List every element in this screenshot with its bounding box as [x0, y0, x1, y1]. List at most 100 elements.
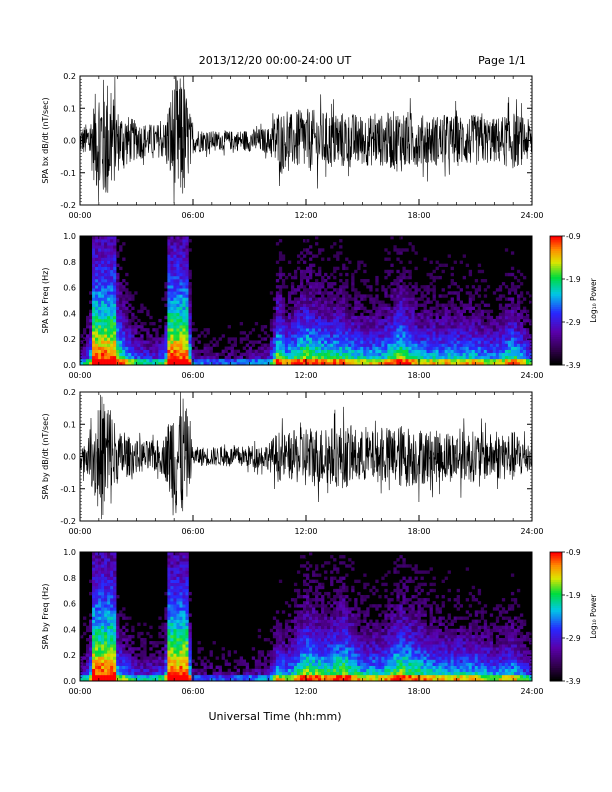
spectrogram-cell: [293, 328, 298, 332]
spectrogram-cell: [354, 352, 358, 357]
spectrogram-cell: [423, 349, 427, 354]
spectrogram-cell: [179, 266, 183, 271]
spectrogram-cell: [321, 337, 325, 341]
spectrogram-cell: [140, 662, 144, 666]
spectrogram-cell: [387, 331, 391, 335]
spectrogram-cell: [185, 303, 189, 307]
spectrogram-cell: [116, 309, 120, 314]
spectrogram-cell: [140, 656, 144, 660]
spectrogram-cell: [306, 343, 310, 347]
spectrogram-cell: [104, 595, 108, 599]
spectrogram-cell: [179, 260, 183, 264]
spectrogram-cell: [381, 340, 385, 344]
spectrogram-cell: [170, 644, 174, 648]
spectrogram-cell: [92, 634, 96, 639]
spectrogram-cell: [119, 312, 123, 317]
spectrogram-cell: [188, 248, 192, 252]
spectrogram-cell: [125, 659, 129, 663]
spectrogram-cell: [510, 272, 515, 277]
spectrogram-cell: [405, 343, 409, 347]
spectrogram-cell: [137, 325, 141, 329]
spectrogram-cell: [312, 318, 316, 323]
spectrogram-cell: [254, 358, 259, 363]
spectrogram-cell: [495, 325, 500, 329]
spectrogram-cell: [372, 346, 376, 350]
spectrogram-cell: [438, 349, 442, 354]
spectrogram-cell: [387, 285, 391, 289]
spectrogram-cell: [441, 263, 445, 268]
spectrogram-cell: [125, 300, 129, 304]
spectrogram-cell: [348, 303, 352, 307]
spectrogram-cell: [474, 322, 479, 326]
spectrogram-cell: [158, 361, 162, 366]
spectrogram-cell: [137, 352, 141, 357]
spectrogram-cell: [182, 668, 186, 673]
spectrogram-cell: [435, 312, 439, 317]
spectrogram-cell: [107, 573, 111, 577]
spectrogram-cell: [399, 312, 403, 317]
spectrogram-cell: [239, 355, 244, 360]
spectrogram-cell: [92, 613, 96, 617]
spectrogram-cell: [167, 671, 171, 676]
spectrogram-cell: [363, 343, 367, 347]
spectrogram-cell: [525, 361, 530, 366]
spectrogram-cell: [119, 662, 123, 666]
spectrogram-cell: [179, 595, 183, 599]
spectrogram-cell: [185, 598, 189, 602]
spectrogram-cell: [483, 294, 488, 298]
spectrogram-cell: [429, 334, 433, 338]
spectrogram-cell: [176, 303, 180, 307]
spectrogram-cell: [339, 337, 343, 341]
spectrogram-cell: [182, 570, 186, 574]
spectrogram-cell: [284, 349, 289, 354]
spectrogram-cell: [125, 644, 129, 648]
spectrogram-cell: [408, 334, 412, 338]
spectrogram-cell: [393, 309, 397, 314]
spectrogram-cell: [107, 668, 111, 673]
spectrogram-cell: [444, 334, 448, 338]
spectrogram-cell: [312, 352, 316, 357]
spectrogram-cell: [101, 361, 105, 366]
spectrogram-cell: [185, 312, 189, 317]
spectrogram-cell: [104, 242, 108, 246]
spectrogram-cell: [95, 555, 99, 559]
spectrogram-cell: [519, 355, 524, 360]
spectrogram-cell: [182, 248, 186, 252]
spectrogram-cell: [164, 616, 168, 620]
spectrogram-cell: [372, 306, 376, 311]
spectrogram-cell: [179, 352, 183, 357]
spectrogram-cell: [483, 340, 488, 344]
spectrogram-cell: [179, 567, 183, 571]
spectrogram-cell: [107, 634, 111, 639]
spectrogram-cell: [450, 300, 454, 304]
spectrogram-cell: [321, 300, 325, 304]
spectrogram-cell: [173, 257, 177, 261]
spectrogram-cell: [357, 263, 361, 268]
spectrogram-cell: [101, 297, 105, 301]
spectrogram-cell: [149, 665, 153, 670]
spectrogram-cell: [86, 343, 90, 347]
spectrogram-cell: [110, 285, 114, 289]
spectrogram-cell: [245, 355, 250, 360]
spectrogram-cell: [444, 346, 448, 350]
spectrogram-cell: [185, 659, 189, 663]
spectrogram-cell: [152, 653, 156, 657]
spectrogram-cell: [242, 674, 247, 679]
spectrogram-cell: [206, 674, 210, 679]
spectrogram-cell: [167, 294, 171, 298]
spectrogram-cell: [116, 650, 120, 654]
spectrogram-cell: [98, 251, 102, 255]
spectrogram-cell: [122, 671, 126, 676]
spectrogram-cell: [309, 269, 313, 274]
spectrogram-cell: [251, 361, 256, 366]
spectrogram-cell: [113, 641, 117, 645]
spectrogram-cell: [272, 349, 277, 354]
spectrogram-cell: [477, 355, 482, 360]
spectrogram-cell: [333, 340, 337, 344]
spectrogram-cell: [411, 340, 415, 344]
spectrogram-cell: [336, 346, 340, 350]
spectrogram-cell: [158, 671, 162, 676]
spectrogram-cell: [176, 628, 180, 633]
spectrogram-cell: [486, 355, 491, 360]
spectrogram-cell: [197, 334, 201, 338]
